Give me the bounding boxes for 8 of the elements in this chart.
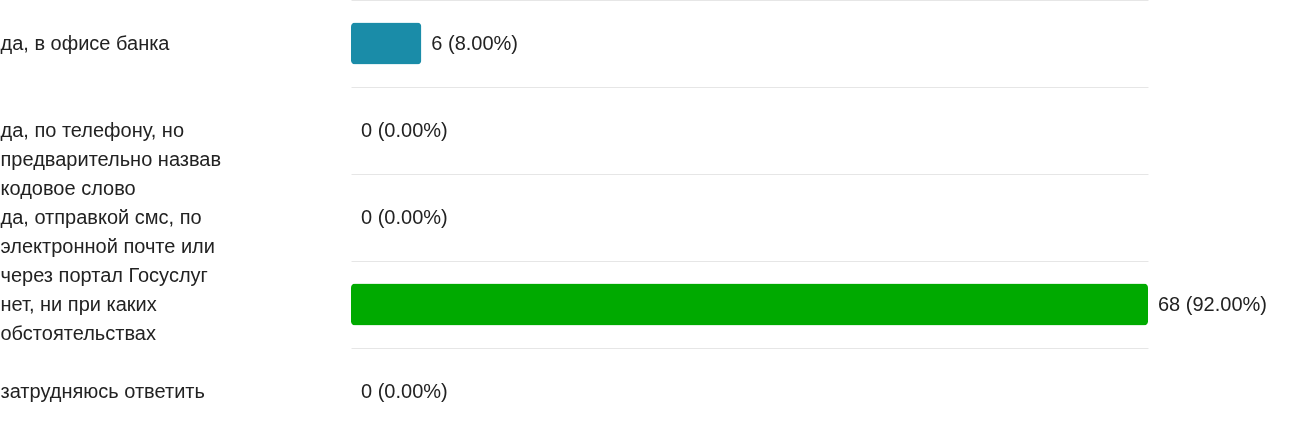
data-label: 0 (0.00%) (361, 118, 448, 141)
data-label: 68 (92.00%) (1158, 292, 1267, 315)
data-label: 6 (8.00%) (431, 31, 519, 54)
y-tick-label: нет, ни при каких обстоятельствах (0, 292, 157, 344)
y-tick-label: затрудняюсь ответить (0, 379, 205, 402)
data-label: 0 (0.00%) (361, 379, 448, 402)
data-label: 0 (0.00%) (361, 205, 448, 228)
y-tick-label: да, в офисе банка (0, 31, 171, 54)
